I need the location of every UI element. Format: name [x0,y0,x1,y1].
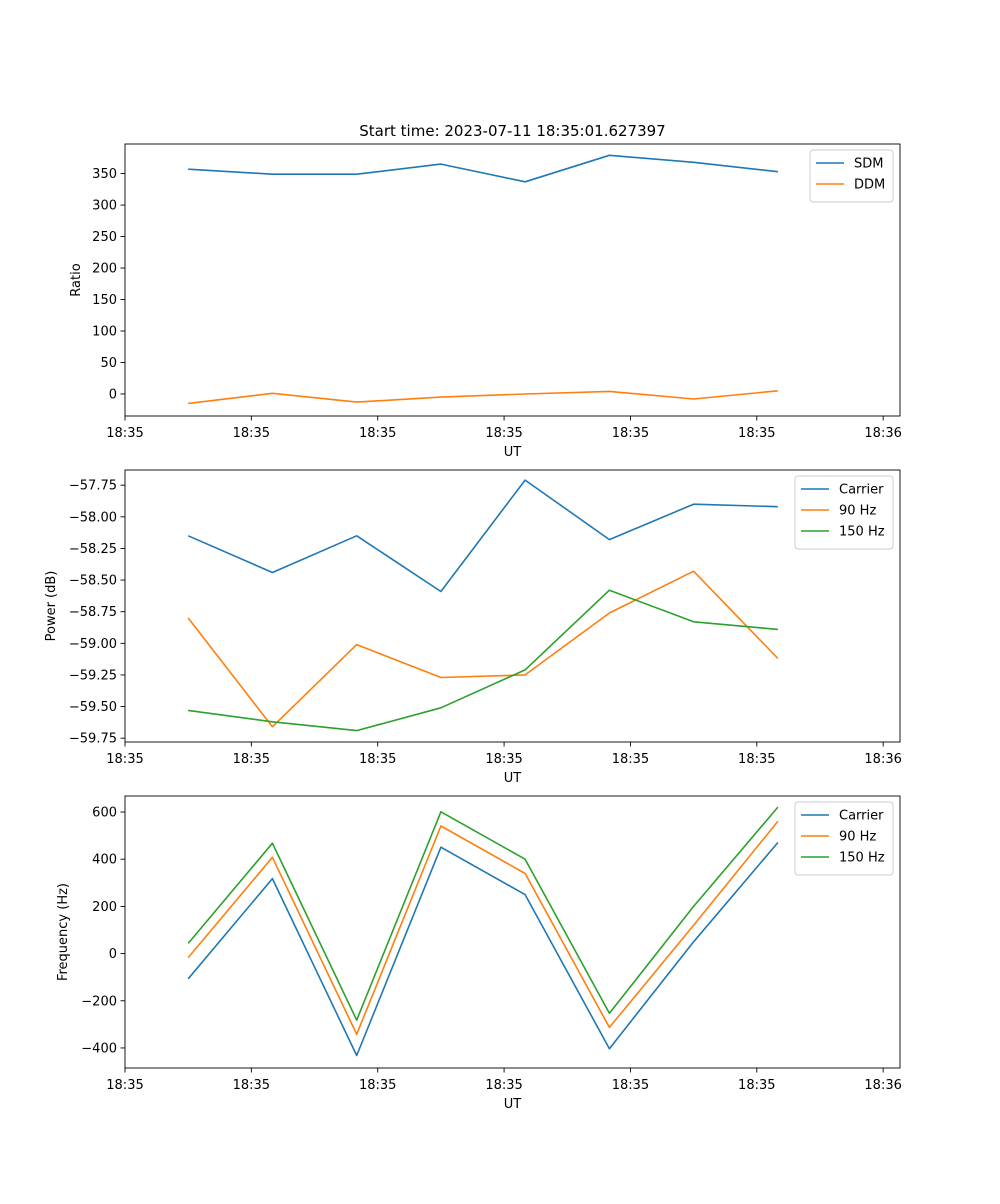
y-tick-label: 250 [92,230,117,245]
x-tick-label: 18:36 [864,752,901,767]
legend-entry: 150 Hz [839,851,885,866]
y-tick-label: 300 [92,199,117,214]
x-tick-label: 18:35 [359,752,396,767]
y-axis-label: Power (dB) [44,571,59,642]
y-tick-label: −400 [81,1041,117,1056]
y-axis-label: Frequency (Hz) [56,883,71,981]
y-tick-label: 200 [92,900,117,915]
legend-entry: 90 Hz [839,830,876,845]
x-tick-label: 18:36 [864,426,901,441]
y-tick-label: 400 [92,853,117,868]
x-tick-label: 18:35 [738,426,775,441]
x-tick-label: 18:35 [612,752,649,767]
x-tick-label: 18:35 [612,426,649,441]
x-axis-label: UT [504,771,522,786]
y-tick-label: −58.00 [69,510,117,525]
legend-entry: Carrier [839,483,884,498]
y-tick-label: −59.00 [69,637,117,652]
legend-entry: 90 Hz [839,504,876,519]
y-axis-label: Ratio [69,263,84,296]
y-tick-label: 150 [92,293,117,308]
x-tick-label: 18:35 [106,1078,143,1093]
y-tick-label: 0 [109,387,117,402]
y-tick-label: 200 [92,262,117,277]
x-tick-label: 18:35 [485,1078,522,1093]
x-tick-label: 18:35 [233,426,270,441]
y-tick-label: −57.75 [69,479,117,494]
x-tick-label: 18:35 [485,426,522,441]
x-axis-label: UT [504,445,522,460]
figure-title: Start time: 2023-07-11 18:35:01.627397 [359,122,665,140]
y-tick-label: −59.25 [69,668,117,683]
legend-entry: SDM [854,157,883,172]
legend-entry: Carrier [839,809,884,824]
legend: SDM DDM [810,150,893,202]
y-tick-label: 600 [92,806,117,821]
x-tick-label: 18:35 [359,426,396,441]
legend: Carrier 90 Hz 150 Hz [795,802,893,875]
x-tick-label: 18:35 [738,1078,775,1093]
y-tick-label: 0 [109,947,117,962]
y-tick-label: −58.50 [69,574,117,589]
x-tick-label: 18:36 [864,1078,901,1093]
y-tick-label: −58.25 [69,542,117,557]
x-tick-label: 18:35 [738,752,775,767]
x-tick-label: 18:35 [612,1078,649,1093]
y-tick-label: 50 [100,356,117,371]
x-tick-label: 18:35 [106,426,143,441]
legend: Carrier 90 Hz 150 Hz [795,476,893,549]
legend-entry: 150 Hz [839,525,885,540]
x-tick-label: 18:35 [106,752,143,767]
y-tick-label: −58.75 [69,605,117,620]
legend-entry: DDM [854,178,885,193]
y-tick-label: −59.75 [69,732,117,747]
x-tick-label: 18:35 [233,1078,270,1093]
x-tick-label: 18:35 [233,752,270,767]
x-tick-label: 18:35 [359,1078,396,1093]
y-tick-label: −59.50 [69,700,117,715]
y-tick-label: −200 [81,994,117,1009]
y-tick-label: 100 [92,325,117,340]
x-tick-label: 18:35 [485,752,522,767]
y-tick-label: 350 [92,167,117,182]
x-axis-label: UT [504,1097,522,1112]
